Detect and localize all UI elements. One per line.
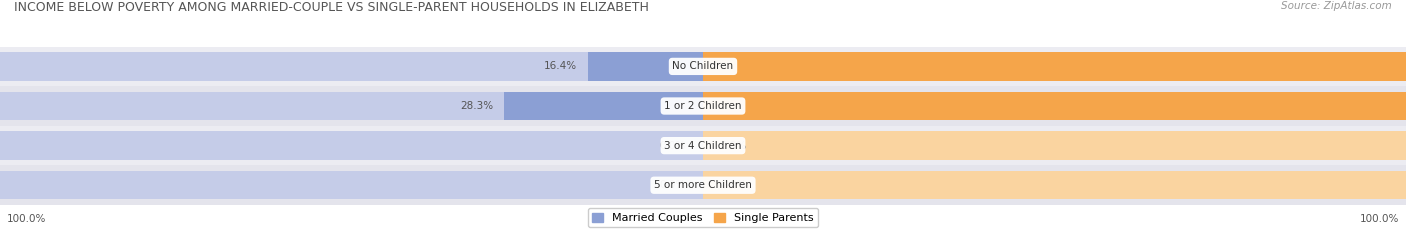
Bar [588,52,703,81]
Text: 28.3%: 28.3% [460,101,494,111]
Text: 3 or 4 Children: 3 or 4 Children [664,141,742,151]
Text: 100.0%: 100.0% [1360,214,1399,224]
Text: 0.0%: 0.0% [721,180,747,190]
Text: 0.0%: 0.0% [721,141,747,151]
Bar [0,86,1406,126]
Text: 1 or 2 Children: 1 or 2 Children [664,101,742,111]
Text: INCOME BELOW POVERTY AMONG MARRIED-COUPLE VS SINGLE-PARENT HOUSEHOLDS IN ELIZABE: INCOME BELOW POVERTY AMONG MARRIED-COUPL… [14,1,650,14]
Text: 16.4%: 16.4% [544,62,578,71]
Bar [703,171,1406,199]
Bar [703,92,1406,120]
Text: 5 or more Children: 5 or more Children [654,180,752,190]
Bar [0,47,1406,86]
Bar [0,52,703,81]
Text: 0.0%: 0.0% [659,141,686,151]
Bar [0,92,703,120]
Bar [0,171,703,199]
Bar [503,92,703,120]
Bar [0,131,703,160]
Bar [703,92,1406,120]
Bar [703,52,1406,81]
Text: 0.0%: 0.0% [659,180,686,190]
Text: No Children: No Children [672,62,734,71]
Bar [703,131,1406,160]
Bar [0,126,1406,165]
Legend: Married Couples, Single Parents: Married Couples, Single Parents [588,208,818,227]
Text: Source: ZipAtlas.com: Source: ZipAtlas.com [1281,1,1392,11]
Text: 100.0%: 100.0% [7,214,46,224]
Bar [0,165,1406,205]
Bar [703,52,1406,81]
